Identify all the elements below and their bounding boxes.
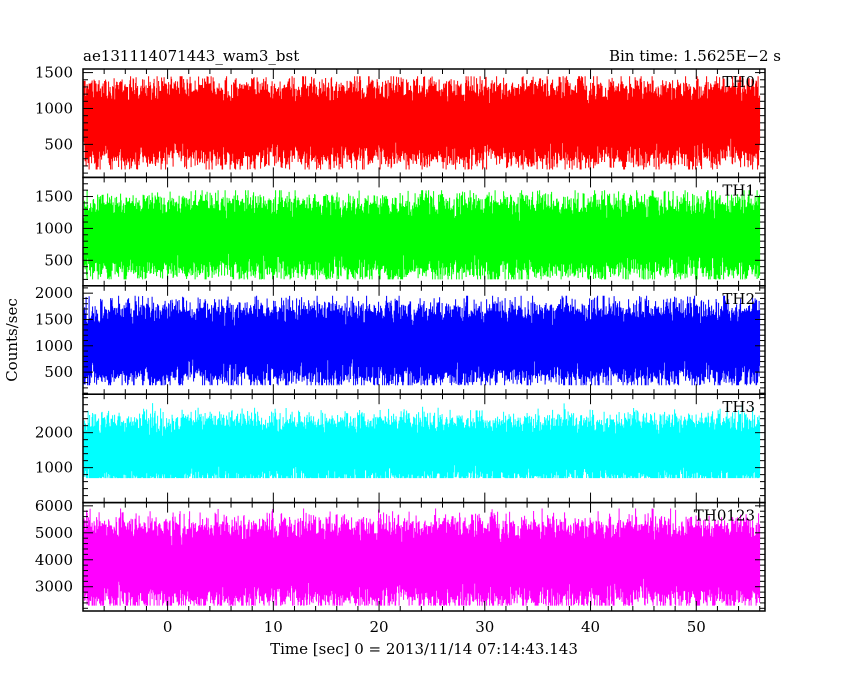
panel-frame — [82, 501, 766, 612]
x-tick-label: 10 — [264, 618, 283, 636]
x-axis-label: Time [sec] 0 = 2013/11/14 07:14:43.143 — [270, 640, 578, 658]
x-tick-label: 20 — [370, 618, 389, 636]
x-tick-label: 0 — [163, 618, 173, 636]
y-tick-label: 1000 — [35, 99, 73, 117]
y-tick-label: 1000 — [35, 337, 73, 355]
y-tick-label: 500 — [44, 135, 73, 153]
y-axis-label: Counts/sec — [3, 298, 21, 382]
y-tick-label: 3000 — [35, 578, 73, 596]
y-tick-label: 1500 — [35, 64, 73, 82]
y-tick-label: 2000 — [35, 284, 73, 302]
y-tick-label: 6000 — [35, 497, 73, 515]
figure-title: ae131114071443_wam3_bst — [83, 47, 299, 65]
series-th2 — [83, 295, 761, 386]
series-th0123 — [83, 508, 761, 606]
panel-th2: TH2 500 1000 1500 2000 — [35, 284, 766, 395]
panel-label: TH3 — [722, 398, 755, 416]
series-th3 — [83, 403, 761, 479]
y-tick-label: 1500 — [35, 188, 73, 206]
y-tick-label: 4000 — [35, 551, 73, 569]
x-tick-label: 30 — [475, 618, 494, 636]
panels: TH050010001500TH150010001500TH2500100015… — [35, 64, 766, 636]
x-tick-label: 50 — [687, 618, 706, 636]
y-tick-label: 500 — [44, 251, 73, 269]
y-tick-label: 1500 — [35, 310, 73, 328]
y-tick-label: 500 — [44, 363, 73, 381]
x-tick-label: 40 — [581, 618, 600, 636]
panel-label: TH2 — [722, 290, 755, 308]
series-th0 — [83, 76, 761, 170]
y-tick-label: 2000 — [35, 424, 73, 442]
panel-th0: TH0 500 1000 1500 — [35, 64, 766, 179]
y-tick-label: 1000 — [35, 219, 73, 237]
y-tick-label: 1000 — [35, 459, 73, 477]
bin-time-label: Bin time: 1.5625E−2 s — [609, 47, 781, 65]
panel-label: TH1 — [722, 181, 755, 199]
panel-th0123: TH0123 3000 4000 5000 6000 — [35, 497, 766, 612]
series-th1 — [83, 190, 761, 280]
y-tick-label: 5000 — [35, 524, 73, 542]
panel-label: TH0123 — [694, 507, 755, 525]
panel-th1: TH1 500 1000 1500 — [35, 176, 766, 287]
panel-th3: TH3 1000 2000 — [35, 393, 766, 504]
panel-label: TH0 — [722, 73, 755, 91]
